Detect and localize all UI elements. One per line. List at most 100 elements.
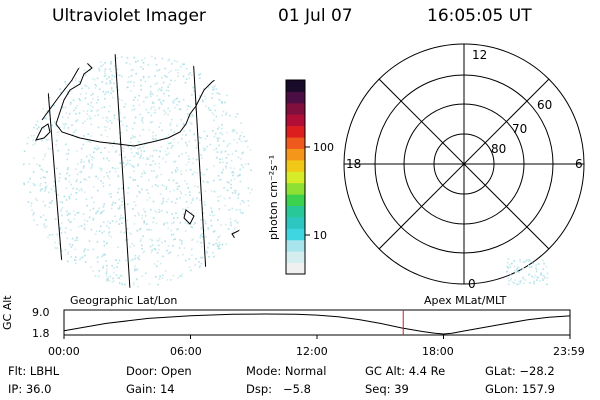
speckle [116, 266, 118, 268]
speckle [125, 62, 128, 64]
speckle [148, 129, 150, 131]
speckle [161, 202, 163, 205]
speckle [221, 124, 223, 126]
speckle [203, 149, 206, 152]
speckle [126, 228, 129, 230]
speckle [188, 266, 191, 268]
speckle [212, 113, 215, 116]
speckle [169, 124, 171, 127]
speckle [194, 139, 197, 142]
speckle [84, 69, 86, 71]
speckle [162, 157, 164, 160]
colorbar-segment [286, 80, 305, 92]
speckle [142, 75, 145, 78]
speckle [168, 152, 170, 155]
speckle [134, 135, 137, 138]
speckle [59, 227, 62, 229]
speckle [179, 222, 182, 224]
speckle [44, 204, 46, 207]
speckle [124, 103, 127, 105]
speckle [179, 108, 182, 110]
speckle [118, 277, 121, 279]
speckle [46, 171, 48, 173]
speckle [247, 187, 250, 189]
speckle [128, 232, 131, 234]
speckle [186, 108, 188, 111]
speckle [167, 198, 169, 200]
speckle [91, 156, 94, 158]
speckle [542, 259, 544, 262]
speckle [137, 60, 139, 62]
speckle [98, 270, 101, 272]
speckle [241, 131, 243, 134]
speckle [147, 111, 150, 114]
speckle [137, 164, 139, 167]
speckle [106, 117, 109, 120]
status-door: Door: Open [126, 364, 192, 378]
speckle [133, 166, 135, 168]
speckle [200, 218, 202, 221]
speckle [80, 170, 83, 173]
speckle [32, 144, 34, 146]
speckle [155, 149, 158, 152]
speckle [142, 208, 145, 211]
speckle [158, 162, 161, 165]
speckle [154, 184, 157, 186]
speckle [67, 149, 70, 151]
speckle [513, 260, 516, 262]
speckle [32, 171, 35, 173]
speckle [147, 158, 150, 160]
speckle [225, 111, 228, 114]
speckle [232, 129, 235, 131]
speckle [83, 135, 85, 137]
speckle [111, 78, 113, 80]
speckle [227, 143, 230, 146]
speckle [101, 232, 104, 234]
speckle [239, 180, 242, 183]
speckle [44, 113, 47, 115]
speckle [193, 171, 196, 174]
speckle [76, 212, 79, 214]
speckle [522, 276, 525, 279]
speckle [243, 201, 245, 204]
speckle [44, 190, 46, 192]
speckle [206, 145, 208, 148]
speckle [76, 105, 78, 107]
speckle [125, 239, 127, 241]
speckle [42, 176, 45, 178]
speckle [236, 142, 239, 144]
speckle [65, 187, 68, 189]
speckle [179, 190, 182, 193]
speckle [207, 181, 209, 184]
speckle [237, 156, 240, 159]
speckle [117, 191, 119, 194]
speckle [92, 218, 95, 221]
speckle [127, 203, 129, 205]
speckle [97, 114, 99, 116]
speckle [176, 182, 179, 184]
speckle [118, 98, 120, 100]
speckle [152, 101, 154, 103]
speckle [507, 277, 510, 279]
speckle [176, 186, 179, 188]
speckle [143, 222, 145, 225]
speckle [57, 149, 60, 152]
status-gain: Gain: 14 [126, 382, 175, 396]
speckle [105, 91, 107, 93]
speckle [189, 121, 191, 124]
speckle [134, 215, 136, 217]
speckle [525, 260, 528, 262]
speckle [40, 177, 42, 179]
speckle [216, 151, 219, 153]
speckle [513, 282, 516, 284]
speckle [185, 169, 188, 172]
speckle [204, 204, 206, 206]
speckle [69, 112, 71, 115]
speckle [167, 113, 169, 116]
speckle [114, 75, 116, 78]
speckle [76, 119, 79, 121]
speckle [185, 67, 188, 70]
speckle [219, 195, 222, 197]
speckle [169, 190, 171, 193]
speckle [140, 244, 143, 247]
